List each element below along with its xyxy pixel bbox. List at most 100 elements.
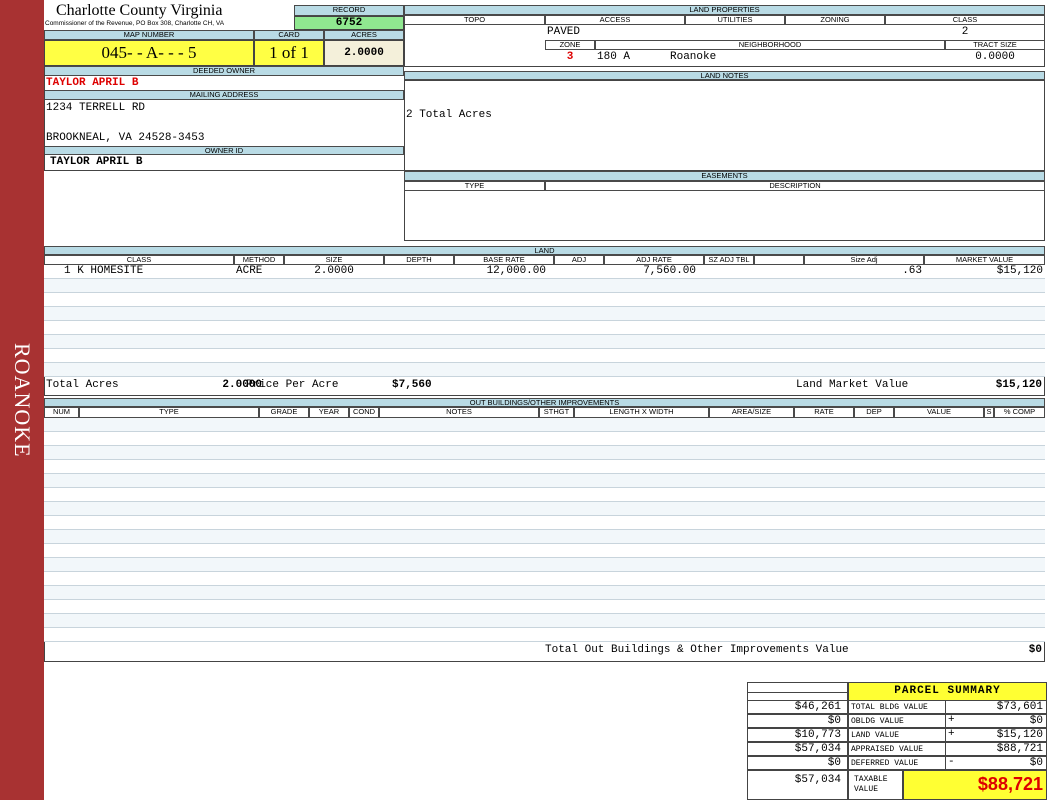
owner-frame	[44, 66, 405, 171]
land-footer-market: $15,120	[995, 379, 1042, 391]
outbuilding-col: GRADE	[259, 407, 309, 418]
outbuilding-col: YEAR	[309, 407, 349, 418]
land-row	[44, 293, 1045, 307]
land-notes-frame	[404, 80, 1045, 171]
outbuilding-col: NUM	[44, 407, 79, 418]
outbuilding-row	[44, 502, 1045, 516]
summary-left: $10,773	[747, 728, 848, 742]
owner-value: TAYLOR APRIL B	[46, 77, 139, 89]
summary-label: DEFERRED VALUE	[848, 756, 946, 770]
land-prop-col: UTILITIES	[685, 15, 785, 25]
land-cell	[386, 265, 452, 279]
land-row	[44, 363, 1045, 377]
land-col: SIZE	[284, 255, 384, 265]
outbuilding-row	[44, 628, 1045, 642]
land-footer-total-acres-label: Total Acres	[46, 379, 119, 391]
zone-col: ZONE	[545, 40, 595, 50]
land-col: SZ ADJ TBL	[704, 255, 754, 265]
land-col: METHOD	[234, 255, 284, 265]
land-prop-col: ACCESS	[545, 15, 685, 25]
outbuilding-row	[44, 530, 1045, 544]
summary-label: LAND VALUE	[848, 728, 946, 742]
outbuilding-col: % COMP	[994, 407, 1045, 418]
land-cell: 1 K HOMESITE	[64, 265, 144, 277]
land-col	[754, 255, 804, 265]
outbuilding-row	[44, 418, 1045, 432]
land-col: BASE RATE	[454, 255, 554, 265]
easement-col: DESCRIPTION	[545, 181, 1045, 191]
land-cell: 7,560.00	[643, 265, 696, 277]
outbuildings-total: $0	[1028, 644, 1042, 656]
outbuildings-title: OUT BUILDINGS/OTHER IMPROVEMENTS	[44, 398, 1045, 407]
summary-sign: +	[948, 714, 955, 726]
sidebar-label: ROANOKE	[10, 342, 35, 458]
outbuilding-col: AREA/SIZE	[709, 407, 794, 418]
map-label: ACRES	[324, 30, 404, 40]
summary-left: $0	[747, 756, 848, 770]
summary-label: TAXABLE VALUE	[848, 770, 903, 800]
land-row	[44, 321, 1045, 335]
neighborhood-code: 180 A	[597, 51, 631, 63]
land-col: CLASS	[44, 255, 234, 265]
land-row	[44, 307, 1045, 321]
class-value: 2	[961, 26, 969, 38]
land-cell	[556, 265, 602, 279]
land-notes-title: LAND NOTES	[404, 71, 1045, 80]
land-footer-price: $7,560	[392, 379, 432, 391]
summary-value: $88,721	[945, 742, 1047, 756]
land-properties-title: LAND PROPERTIES	[404, 5, 1045, 15]
summary-title: PARCEL SUMMARY	[848, 682, 1047, 701]
outbuilding-row	[44, 586, 1045, 600]
outbuilding-row	[44, 614, 1045, 628]
access-value: PAVED	[547, 26, 581, 38]
land-row	[44, 335, 1045, 349]
land-col: Size Adj	[804, 255, 924, 265]
outbuilding-col: DEP	[854, 407, 894, 418]
map-label: MAP NUMBER	[44, 30, 254, 40]
neighborhood-name: Roanoke	[670, 51, 717, 63]
easements-title: EASEMENTS	[404, 171, 1045, 181]
land-footer-price-label: Price Per Acre	[246, 379, 339, 391]
zone-col: TRACT SIZE	[945, 40, 1045, 50]
summary-left: $57,034	[747, 770, 848, 800]
summary-value: $0	[945, 756, 1047, 770]
outbuilding-col: VALUE	[894, 407, 984, 418]
map-value: 2.0000	[324, 40, 404, 66]
land-col: MARKET VALUE	[924, 255, 1045, 265]
outbuilding-col: LENGTH X WIDTH	[574, 407, 709, 418]
land-notes-text: 2 Total Acres	[406, 109, 492, 121]
outbuilding-col: RATE	[794, 407, 854, 418]
land-cell: 2.0000	[314, 265, 354, 277]
land-cell	[756, 265, 802, 279]
zone-col: NEIGHBORHOOD	[595, 40, 945, 50]
summary-sign: -	[948, 756, 955, 768]
land-cell: 12,000.00	[486, 265, 546, 277]
outbuilding-row	[44, 572, 1045, 586]
outbuilding-col: COND	[349, 407, 379, 418]
outbuildings-total-label: Total Out Buildings & Other Improvements…	[545, 644, 849, 656]
land-col: ADJ	[554, 255, 604, 265]
land-prop-col: CLASS	[885, 15, 1045, 25]
land-col: ADJ RATE	[604, 255, 704, 265]
summary-label: TOTAL BLDG VALUE	[848, 700, 946, 714]
easements-frame	[404, 190, 1045, 241]
outbuilding-row	[44, 432, 1045, 446]
summary-left: $0	[747, 714, 848, 728]
map-value: 045- - A- - - 5	[44, 40, 254, 66]
land-prop-col: ZONING	[785, 15, 885, 25]
summary-sign: +	[948, 728, 955, 740]
summary-left: $46,261	[747, 700, 848, 714]
summary-label: OBLDG VALUE	[848, 714, 946, 728]
outbuilding-col: TYPE	[79, 407, 259, 418]
outbuilding-row	[44, 460, 1045, 474]
summary-value: $88,721	[903, 770, 1047, 800]
owner-id-value: TAYLOR APRIL B	[50, 156, 143, 168]
land-cell: ACRE	[236, 265, 263, 277]
summary-value: $73,601	[945, 700, 1047, 714]
summary-value: $0	[945, 714, 1047, 728]
summary-label: APPRAISED VALUE	[848, 742, 946, 756]
easement-col: TYPE	[404, 181, 545, 191]
map-value: 1 of 1	[254, 40, 324, 66]
outbuilding-row	[44, 474, 1045, 488]
